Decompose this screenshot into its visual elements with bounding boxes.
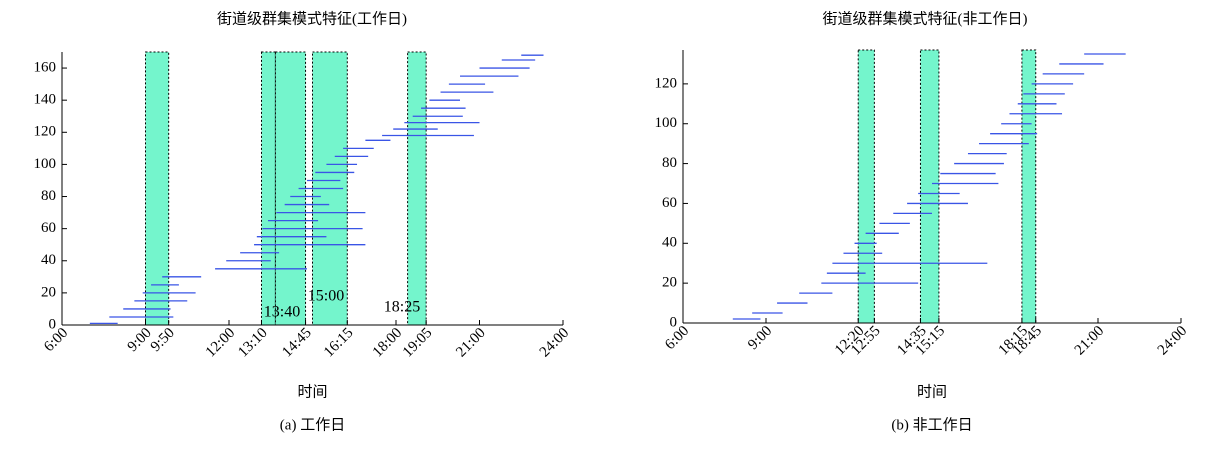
highlight-band <box>145 51 170 326</box>
x-axis-label: 时间 <box>917 383 947 400</box>
annotation: 13:40 <box>264 304 300 321</box>
x-tick-label: 21:00 <box>1072 323 1107 358</box>
x-tick-label: 12:00 <box>203 325 238 360</box>
x-tick-label: 13:10 <box>235 325 270 360</box>
chart-title: 街道级群集模式特征(工作日) <box>217 10 407 27</box>
y-tick-label: 100 <box>655 115 678 131</box>
x-tick-label: 14:45 <box>279 325 314 360</box>
highlight-band <box>260 51 276 326</box>
y-tick-label: 0 <box>49 316 57 332</box>
y-tick-label: 60 <box>41 220 56 236</box>
x-tick-label: 6:00 <box>41 325 71 355</box>
highlight-band <box>919 49 940 324</box>
y-tick-label: 100 <box>34 156 57 172</box>
y-tick-label: 80 <box>662 155 677 171</box>
x-tick-label: 18:00 <box>370 325 405 360</box>
highlight-band <box>857 49 875 324</box>
x-tick-label: 6:00 <box>662 323 692 353</box>
y-tick-label: 20 <box>41 284 56 300</box>
x-tick-label: 16:15 <box>321 325 356 360</box>
caption: (a) 工作日 <box>280 416 345 433</box>
x-tick-label: 24:00 <box>1155 323 1190 358</box>
highlight-band <box>1021 49 1037 324</box>
x-tick-label: 9:00 <box>745 323 775 353</box>
annotation: 15:00 <box>308 288 344 305</box>
highlight-band <box>407 51 427 326</box>
x-tick-label: 24:00 <box>537 325 572 360</box>
y-tick-label: 0 <box>670 314 678 330</box>
x-tick-label: 21:00 <box>453 325 488 360</box>
chart-title: 街道级群集模式特征(非工作日) <box>823 10 1028 27</box>
y-tick-label: 140 <box>34 92 57 108</box>
y-tick-label: 40 <box>662 235 677 251</box>
y-tick-label: 40 <box>41 252 56 268</box>
y-tick-label: 120 <box>34 124 57 140</box>
x-tick-label: 19:05 <box>400 325 435 360</box>
y-tick-label: 120 <box>655 75 678 91</box>
y-tick-label: 160 <box>34 59 57 75</box>
caption: (b) 非工作日 <box>891 416 972 433</box>
annotation: 18:25 <box>384 299 420 316</box>
y-tick-label: 20 <box>662 275 677 291</box>
x-axis-label: 时间 <box>297 383 327 400</box>
y-tick-label: 60 <box>662 195 677 211</box>
x-tick-label: 9:50 <box>148 325 178 355</box>
y-tick-label: 80 <box>41 188 56 204</box>
